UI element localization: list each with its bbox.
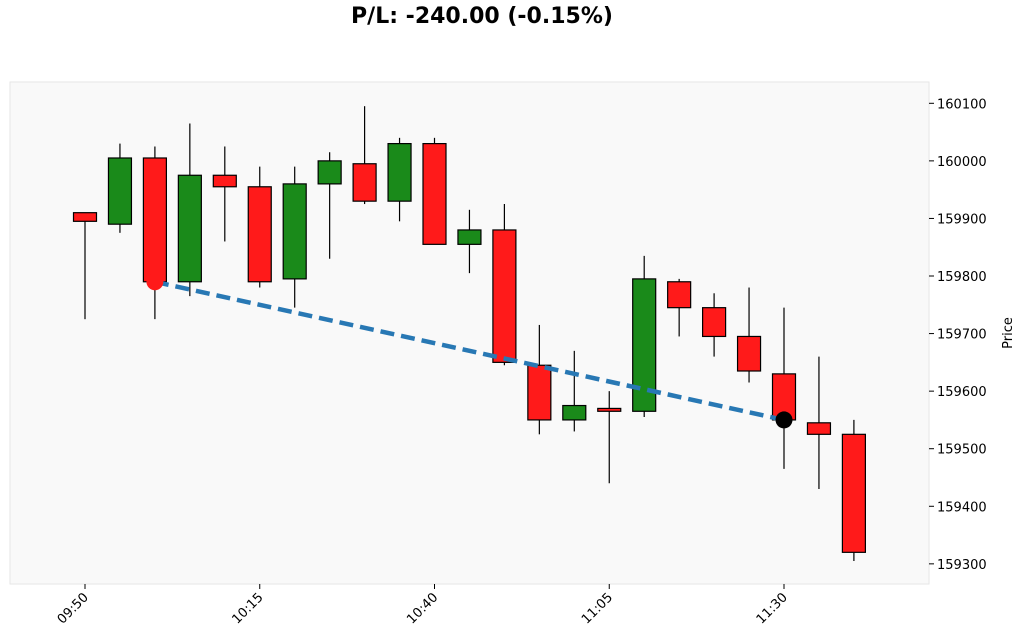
candle-10:25 [317,152,342,259]
chart-title: P/L: -240.00 (-0.15%) [351,4,613,29]
candle-11:20 [701,293,727,357]
candle-body-up [387,142,412,202]
candle-09:55 [107,143,133,233]
entry-marker [146,273,164,291]
candle-10:35 [387,137,412,222]
y-tick-label: 159300 [937,558,987,573]
candle-11:40 [841,419,867,561]
x-axis: 09:50 10:15 10:40 11:05 11:30 [55,584,791,627]
candle-body-up [177,174,202,283]
candle-body-down [422,142,447,245]
candle-body-down [667,281,692,309]
y-tick-label: 159700 [937,328,987,343]
candle-11:35 [806,356,832,490]
plot-area [9,81,930,585]
candle-11:25 [736,287,762,383]
x-tick-label: 11:30 [754,590,791,627]
candle-10:40 [422,137,447,245]
y-tick-label: 159500 [937,443,987,458]
y-tick-label: 159400 [937,500,987,515]
candle-11:15 [667,278,692,337]
candle-body-down [736,335,762,372]
candle-body-up [457,229,482,245]
candle-10:45 [457,209,482,274]
candle-11:05 [597,391,622,484]
candle-09:50 [72,212,98,320]
candle-10:55 [527,324,552,435]
candle-body-down [701,307,727,338]
candle-10:15 [247,166,272,288]
candle-10:30 [352,106,377,205]
y-tick-label: 160000 [937,155,987,170]
candle-body-down [142,157,167,283]
candles-layer [72,106,867,561]
candle-body-up [107,157,133,225]
x-tick-label: 09:50 [55,590,92,627]
candle-11:00 [562,350,587,432]
y-axis: 160100 160000 159900 159800 159700 159600 1595… [929,97,987,573]
candle-body-down [492,229,517,363]
candle-body-up [632,278,657,412]
candle-10:50 [492,204,517,366]
candle-body-down [597,407,622,412]
y-tick-label: 159900 [937,212,987,227]
trade-path-line [154,279,785,423]
x-tick-label: 10:15 [229,590,266,627]
candle-body-down [212,174,237,188]
trade-layer [146,273,793,429]
x-tick-label: 11:05 [579,590,616,627]
y-tick-label: 159600 [937,385,987,400]
candle-body-down [352,163,377,202]
candle-11:10 [632,255,657,418]
candle-body-down [806,422,832,435]
candle-body-down [527,364,552,421]
y-tick-label: 160100 [937,97,987,112]
candle-body-down [841,433,867,553]
candle-10:20 [282,166,307,308]
candle-10:05 [177,123,202,297]
candle-body-down [247,186,272,283]
candle-body-up [317,160,342,185]
x-tick-label: 10:40 [404,590,441,627]
candle-10:10 [212,146,237,242]
candle-body-up [562,404,587,421]
y-tick-label: 159800 [937,270,987,285]
candle-body-up [282,183,307,280]
y-axis-label: Price [1001,317,1016,349]
exit-marker [775,411,793,429]
candle-body-down [72,212,98,222]
